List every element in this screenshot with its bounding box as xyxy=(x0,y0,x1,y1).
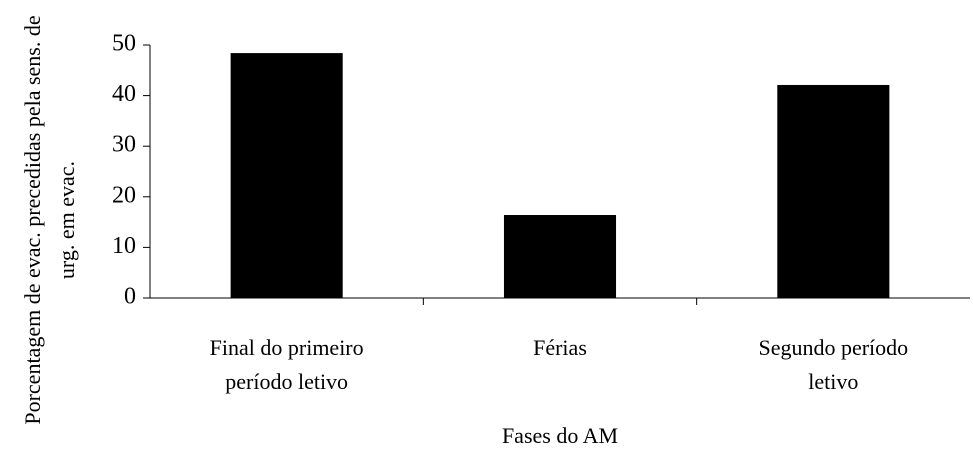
x-tick-label: Segundo período letivo xyxy=(758,335,909,394)
x-tick-label: Férias xyxy=(533,335,587,360)
y-axis-title: Porcentagem de evac. precedidas pela sen… xyxy=(20,15,79,425)
y-tick-label: 20 xyxy=(112,182,136,208)
bar xyxy=(777,84,890,298)
x-tick-label: Final do primeiro período letivo xyxy=(209,335,364,394)
y-tick-label: 30 xyxy=(112,132,136,158)
y-tick-label: 50 xyxy=(112,31,136,57)
y-tick-label: 40 xyxy=(112,81,136,107)
x-axis-title: Fases do AM xyxy=(501,423,619,448)
bar xyxy=(230,53,343,298)
bar xyxy=(503,215,617,298)
y-tick-label: 0 xyxy=(124,284,136,310)
y-tick-label: 10 xyxy=(112,233,136,259)
